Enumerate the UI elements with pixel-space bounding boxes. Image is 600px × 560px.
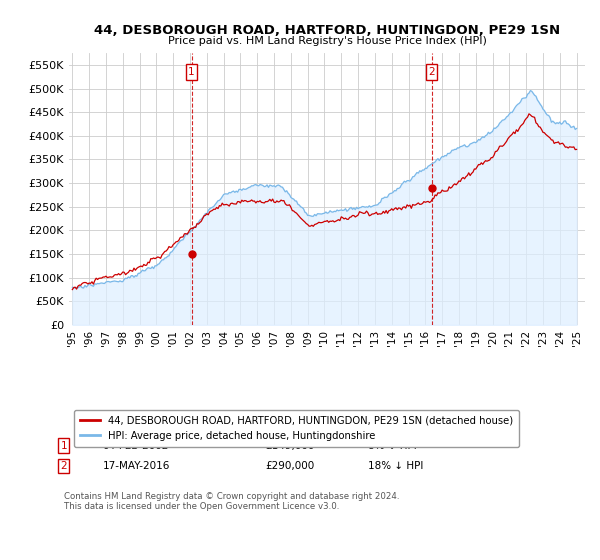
Text: Contains HM Land Registry data © Crown copyright and database right 2024.
This d: Contains HM Land Registry data © Crown c…	[64, 492, 400, 511]
Text: Price paid vs. HM Land Registry's House Price Index (HPI): Price paid vs. HM Land Registry's House …	[167, 36, 487, 46]
Text: 04-FEB-2002: 04-FEB-2002	[103, 441, 169, 451]
Text: 1: 1	[188, 67, 195, 77]
Text: 8% ↓ HPI: 8% ↓ HPI	[368, 441, 417, 451]
Text: £149,000: £149,000	[265, 441, 314, 451]
Text: £290,000: £290,000	[265, 461, 314, 471]
Text: 17-MAY-2016: 17-MAY-2016	[103, 461, 170, 471]
Text: 18% ↓ HPI: 18% ↓ HPI	[368, 461, 424, 471]
Text: 2: 2	[428, 67, 435, 77]
Title: 44, DESBOROUGH ROAD, HARTFORD, HUNTINGDON, PE29 1SN: 44, DESBOROUGH ROAD, HARTFORD, HUNTINGDO…	[94, 24, 560, 37]
Text: 1: 1	[61, 441, 67, 451]
Text: 2: 2	[61, 461, 67, 471]
Legend: 44, DESBOROUGH ROAD, HARTFORD, HUNTINGDON, PE29 1SN (detached house), HPI: Avera: 44, DESBOROUGH ROAD, HARTFORD, HUNTINGDO…	[74, 410, 519, 447]
